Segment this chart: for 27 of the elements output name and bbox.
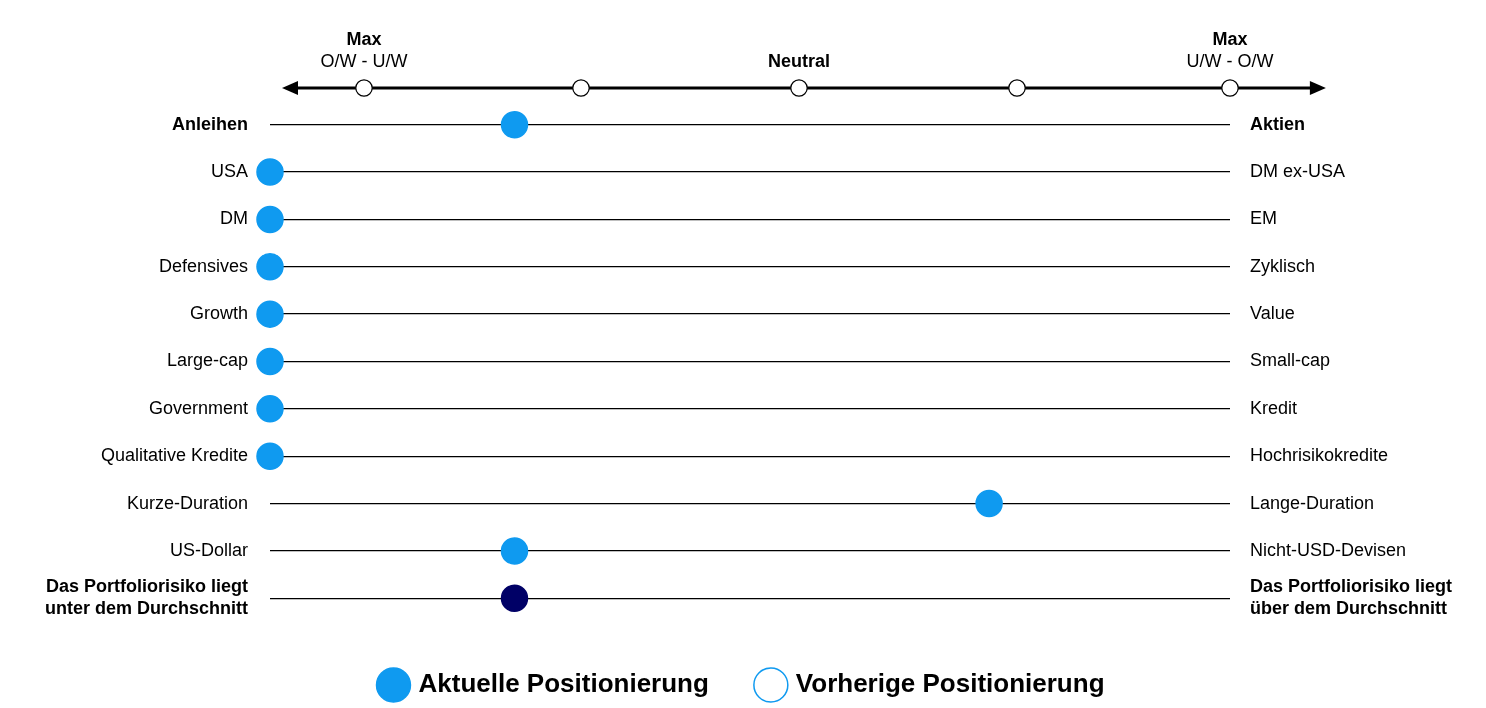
y2-tick-label: EM xyxy=(1250,208,1277,229)
y2-tick-label: Hochrisikokredite xyxy=(1250,445,1389,466)
y2-tick-label: Kredit xyxy=(1250,397,1298,418)
y-tick-label: Kurze-Duration xyxy=(126,492,248,513)
text: Neutral xyxy=(766,50,831,72)
y-tick-label: Das Portfoliorisiko liegt unter dem Durchschnitt xyxy=(44,576,248,619)
y-tick-label: US-Dollar xyxy=(169,539,248,560)
y-tick-label: Growth xyxy=(189,303,248,324)
legend-label: Aktuelle Positionierung xyxy=(418,668,709,699)
y-tick-label: DM xyxy=(220,208,248,229)
y-tick-label: Large-cap xyxy=(166,350,248,371)
y2-tick-label: Value xyxy=(1250,303,1295,324)
text: Max U/W - O/W xyxy=(1185,28,1275,72)
y2-tick-label: Zyklisch xyxy=(1250,255,1316,276)
y-tick-label: Anleihen xyxy=(171,113,248,134)
y2-tick-label: Aktien xyxy=(1250,113,1306,134)
y-tick-label: Qualitative Kredite xyxy=(100,445,248,466)
text: Max O/W - U/W xyxy=(319,28,409,72)
y2-tick-label: DM ex-USA xyxy=(1250,161,1346,182)
y2-tick-label: Nicht-USD-Devisen xyxy=(1250,539,1407,560)
y-tick-label: USA xyxy=(210,161,248,182)
y-tick-label: Defensives xyxy=(158,255,248,276)
y-tick-label: Government xyxy=(148,397,248,418)
y2-tick-label: Das Portfoliorisiko liegt über dem Durchschnitt xyxy=(1250,576,1453,619)
legend-label: Vorherige Positionierung xyxy=(795,668,1105,699)
y2-tick-label: Lange-Duration xyxy=(1250,492,1375,513)
y2-tick-label: Small-cap xyxy=(1250,350,1331,371)
